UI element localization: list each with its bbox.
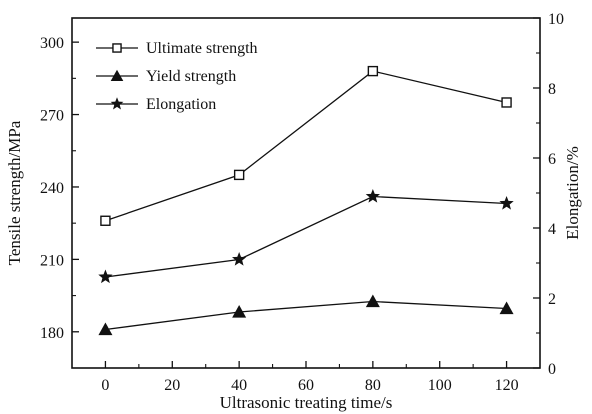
marker-square — [233, 169, 245, 181]
y2-axis-title: Elongation/% — [563, 146, 582, 239]
y-tick-label: 210 — [40, 252, 64, 269]
marker-square — [367, 65, 379, 77]
marker-star — [110, 97, 124, 110]
legend: Ultimate strength Yield strength Elongatio… — [96, 40, 258, 113]
legend-item: Ultimate strength — [96, 40, 258, 57]
y-tick-label: 240 — [40, 180, 64, 197]
marker-star — [232, 252, 247, 266]
marker-square — [100, 215, 111, 226]
legend-item: Yield strength — [96, 68, 236, 85]
marker-square — [112, 43, 122, 53]
plot-frame — [71, 17, 541, 369]
x-tick-label: 40 — [231, 377, 247, 394]
marker-star — [499, 196, 514, 210]
series-ultimate-strength — [100, 65, 512, 226]
legend-item: Elongation — [96, 96, 216, 113]
marker-star — [365, 189, 380, 203]
marker-triangle — [365, 294, 380, 308]
x-axis-title: Ultrasonic treating time/s — [220, 393, 393, 412]
series-line — [105, 300, 507, 331]
y2-tick-label: 2 — [548, 291, 556, 308]
y2-tick-label: 10 — [548, 11, 564, 28]
y-axis-title: Tensile strength/MPa — [5, 120, 24, 265]
marker-triangle — [98, 322, 113, 336]
series-line — [105, 195, 507, 278]
x-tick-label: 120 — [495, 377, 519, 394]
y2-tick-label: 4 — [548, 221, 556, 238]
x-tick-label: 0 — [101, 377, 109, 394]
marker-triangle — [499, 301, 514, 315]
y2-tick-label: 6 — [548, 151, 556, 168]
marker-triangle — [232, 305, 247, 318]
axes — [71, 17, 541, 369]
series — [98, 65, 514, 336]
legend-label: Elongation — [146, 96, 216, 113]
x-tick-label: 20 — [164, 377, 180, 394]
marker-square — [501, 97, 512, 108]
series-yield-strength — [98, 294, 514, 336]
y2-tick-label: 8 — [548, 81, 556, 98]
legend-label: Yield strength — [146, 68, 236, 85]
marker-triangle — [110, 69, 124, 82]
y-tick-label: 180 — [40, 325, 64, 342]
x-tick-label: 100 — [428, 377, 452, 394]
y-tick-label: 270 — [40, 108, 64, 125]
series-elongation — [98, 189, 514, 284]
ticks: 0 20 40 60 80 100 120 180 210 240 270 300 0 2 4 6 8 10 — [40, 11, 564, 394]
series-line — [105, 70, 507, 222]
marker-star — [98, 269, 113, 284]
y2-tick-label: 0 — [548, 361, 556, 378]
y-tick-label: 300 — [40, 35, 64, 52]
x-tick-label: 80 — [365, 377, 381, 394]
legend-label: Ultimate strength — [146, 40, 258, 57]
x-tick-label: 60 — [298, 377, 314, 394]
